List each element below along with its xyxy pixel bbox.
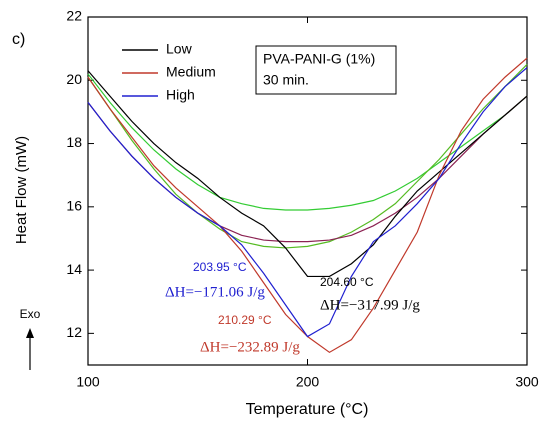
info-text: 30 min. <box>263 72 309 88</box>
panel-label: c) <box>12 31 25 48</box>
y-tick-label: 12 <box>66 324 82 340</box>
annotation: ΔH=−317.99 J/g <box>320 297 420 313</box>
x-tick-label: 300 <box>515 374 539 390</box>
annotation: 210.29 °C <box>218 313 272 327</box>
info-box <box>255 45 397 95</box>
exo-label: Exo <box>20 307 41 321</box>
legend-label: High <box>166 87 195 103</box>
x-axis-label: Temperature (°C) <box>246 401 369 418</box>
annotation: 203.95 °C <box>193 260 247 274</box>
series-line <box>87 57 528 354</box>
exo-arrow-head <box>26 328 34 338</box>
y-tick-label: 14 <box>66 261 82 277</box>
baseline <box>87 64 528 249</box>
info-text: PVA-PANI-G (1%) <box>263 51 375 67</box>
y-tick-label: 22 <box>66 8 82 24</box>
y-tick-label: 16 <box>66 198 82 214</box>
x-tick-label: 100 <box>76 374 100 390</box>
y-axis-label: Heat Flow (mW) <box>13 136 30 244</box>
y-tick-label: 18 <box>66 134 82 150</box>
legend-label: Medium <box>166 64 216 80</box>
annotation: ΔH=−232.89 J/g <box>200 339 300 355</box>
legend-label: Low <box>166 41 193 57</box>
annotation: ΔH=−171.06 J/g <box>165 284 265 300</box>
x-tick-label: 200 <box>296 374 320 390</box>
series-line <box>87 67 528 338</box>
baseline <box>87 73 528 211</box>
y-tick-label: 20 <box>66 71 82 87</box>
annotation: 204.60 °C <box>320 275 374 289</box>
series-line <box>87 70 528 278</box>
